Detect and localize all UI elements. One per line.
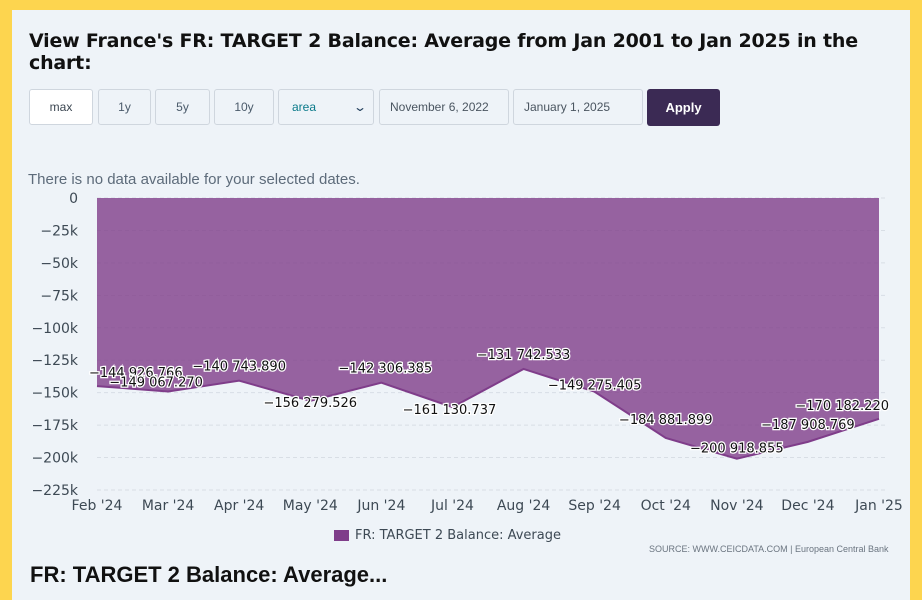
y-tick-label: −25k xyxy=(40,223,79,239)
chart-type-value: area xyxy=(292,100,317,114)
apply-button[interactable]: Apply xyxy=(647,89,720,126)
range-max-button[interactable]: max xyxy=(29,89,93,125)
x-tick-label: Feb '24 xyxy=(72,498,123,514)
y-tick-label: −100k xyxy=(31,321,78,337)
range-10y-button[interactable]: 10y xyxy=(214,89,274,125)
data-label: −184 881.899 xyxy=(619,413,713,428)
data-label: −161 130.737 xyxy=(403,403,497,418)
x-tick-label: Jan '25 xyxy=(854,498,903,514)
legend-label: FR: TARGET 2 Balance: Average xyxy=(355,528,561,543)
no-data-message: There is no data available for your sele… xyxy=(28,171,360,188)
start-date-input[interactable]: November 6, 2022 xyxy=(379,89,509,125)
series-line xyxy=(96,367,880,460)
next-section-heading: FR: TARGET 2 Balance: Average... xyxy=(30,562,388,587)
chart-legend[interactable]: FR: TARGET 2 Balance: Average xyxy=(334,528,561,543)
source-credit: SOURCE: WWW.CEICDATA.COM | European Cent… xyxy=(649,544,889,554)
x-tick-label: Oct '24 xyxy=(641,498,691,514)
x-tick-label: Nov '24 xyxy=(710,498,764,514)
y-tick-label: −75k xyxy=(40,288,79,304)
data-label: −170 182.220 xyxy=(795,399,889,414)
chart-panel: View France's FR: TARGET 2 Balance: Aver… xyxy=(12,10,910,600)
area-chart: 0 −25k −50k −75k −100k −125k −150k −175k −200k −2… xyxy=(31,191,903,514)
range-1y-button[interactable]: 1y xyxy=(98,89,151,125)
y-tick-label: −200k xyxy=(31,451,78,467)
legend-swatch xyxy=(334,530,349,541)
x-tick-label: May '24 xyxy=(283,498,338,514)
x-tick-label: Jun '24 xyxy=(356,498,405,514)
chart-type-select[interactable]: area ⌄ xyxy=(278,89,374,125)
data-label: −200 918.855 xyxy=(690,442,784,457)
end-date-input[interactable]: January 1, 2025 xyxy=(513,89,643,125)
data-label: −144 926.766 xyxy=(89,366,183,381)
data-label: −140 743.890 xyxy=(192,360,286,375)
y-tick-label: −50k xyxy=(40,256,79,272)
data-label: −187 908.769 xyxy=(761,418,855,433)
data-label: −156 279.526 xyxy=(263,396,357,411)
y-tick-label: 0 xyxy=(69,191,78,207)
x-tick-label: Sep '24 xyxy=(568,498,621,514)
x-tick-label: Jul '24 xyxy=(430,498,474,514)
data-label: −142 306.385 xyxy=(339,362,433,377)
y-tick-label: −150k xyxy=(31,386,78,402)
chevron-down-icon: ⌄ xyxy=(352,100,368,114)
x-tick-label: Mar '24 xyxy=(142,498,195,514)
y-tick-label: −175k xyxy=(31,418,78,434)
y-tick-label: −125k xyxy=(31,353,78,369)
data-label: −149 275.405 xyxy=(548,379,642,394)
data-label: −149 067.270 xyxy=(109,375,203,390)
area-fill xyxy=(97,198,879,459)
chart-heading: View France's FR: TARGET 2 Balance: Aver… xyxy=(29,30,858,74)
x-tick-label: Aug '24 xyxy=(497,498,551,514)
data-label: −131 742.533 xyxy=(477,348,571,363)
range-5y-button[interactable]: 5y xyxy=(155,89,210,125)
x-tick-label: Dec '24 xyxy=(781,498,834,514)
x-tick-label: Apr '24 xyxy=(214,498,264,514)
y-tick-label: −225k xyxy=(31,483,78,499)
